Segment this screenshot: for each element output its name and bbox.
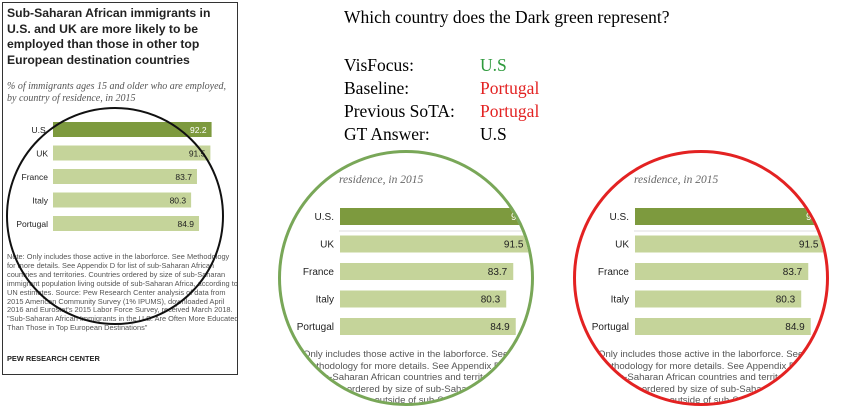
category-label: Italy — [611, 295, 629, 306]
value-label: 92. — [511, 212, 525, 223]
category-label: France — [303, 267, 335, 278]
answer-value: Portugal — [480, 78, 540, 98]
zoom-circle-baseline: residence, in 2015 U.S. 92. UK 91.5 France 83.… — [573, 150, 829, 406]
answer-label: VisFocus: — [344, 55, 414, 75]
value-label: 91.5 — [504, 240, 524, 251]
value-label: 80.3 — [170, 195, 187, 205]
category-label: Portugal — [592, 322, 629, 333]
answer-value: Portugal — [480, 101, 540, 121]
value-label: 91.5 — [189, 148, 206, 158]
answer-label: GT Answer: — [344, 124, 430, 144]
category-label: Italy — [32, 195, 48, 205]
category-label: Portugal — [16, 219, 48, 229]
category-label: UK — [320, 240, 334, 251]
zoom-circle-visfocus: residence, in 2015 U.S. 92. UK 91.5 France 83.… — [278, 150, 534, 406]
zoom-note-fragment: Only includes those active in the laborf… — [598, 349, 824, 403]
original-chart-panel: Sub-Saharan African immigrants in U.S. a… — [2, 2, 238, 375]
value-label: 84.9 — [177, 219, 194, 229]
category-label: UK — [615, 240, 629, 251]
bar-portugal — [53, 216, 200, 231]
bar-france — [635, 263, 809, 280]
bar-us — [340, 208, 531, 225]
value-label: 92. — [806, 212, 820, 223]
bar-us — [635, 208, 826, 225]
category-label: Italy — [316, 295, 334, 306]
zoom-note-fragment: Only includes those active in the laborf… — [303, 349, 529, 403]
answer-row-previous-sota: Previous SoTA: Portugal — [344, 101, 539, 122]
answer-label: Baseline: — [344, 78, 410, 98]
bar-portugal — [340, 318, 516, 335]
chart-title: Sub-Saharan African immigrants in U.S. a… — [7, 6, 211, 67]
answer-row-baseline: Baseline: Portugal — [344, 78, 539, 99]
answer-value: U.S — [480, 55, 507, 75]
category-label: U.S. — [610, 212, 629, 223]
category-label: France — [22, 172, 49, 182]
bar-uk — [53, 145, 211, 161]
value-label: 84.9 — [490, 322, 510, 333]
chart-subtitle: % of immigrants ages 15 and older who ar… — [7, 81, 227, 104]
original-bar-chart: U.S. 92.2 UK 91.5 France 83.7 Italy 80.3 Portuga… — [16, 122, 212, 231]
bar-italy — [340, 290, 507, 308]
answer-row-gt: GT Answer: U.S — [344, 124, 507, 145]
value-label: 80.3 — [776, 295, 796, 306]
bar-italy — [53, 192, 192, 208]
bar-italy — [635, 290, 802, 308]
bar-france — [53, 169, 197, 184]
value-label: 83.7 — [488, 267, 508, 278]
zoom-subtitle-fragment: residence, in 2015 — [339, 174, 423, 186]
answer-label: Previous SoTA: — [344, 101, 455, 121]
bar-france — [340, 263, 514, 280]
bar-uk — [635, 235, 825, 253]
value-label: 84.9 — [785, 322, 805, 333]
category-label: Portugal — [297, 322, 334, 333]
value-label: 91.5 — [799, 240, 819, 251]
zoomed-bar-chart: residence, in 2015 U.S. 92. UK 91.5 France 83.… — [297, 174, 531, 403]
bar-uk — [340, 235, 530, 253]
chart-source: PEW RESEARCH CENTER — [7, 354, 100, 363]
value-label: 80.3 — [481, 295, 501, 306]
bar-us — [53, 122, 212, 137]
category-label: France — [598, 267, 630, 278]
question-text: Which country does the Dark green repres… — [344, 7, 670, 27]
category-label: UK — [36, 148, 48, 158]
category-label: U.S. — [315, 212, 334, 223]
value-label: 92.2 — [190, 125, 207, 135]
zoomed-bar-chart: residence, in 2015 U.S. 92. UK 91.5 France 83.… — [592, 174, 826, 403]
value-label: 83.7 — [783, 267, 803, 278]
chart-note: Note: Only includes those active in the … — [7, 252, 238, 333]
answer-row-visfocus: VisFocus: U.S — [344, 55, 507, 76]
answer-value: U.S — [480, 124, 507, 144]
zoom-subtitle-fragment: residence, in 2015 — [634, 174, 718, 186]
value-label: 83.7 — [175, 172, 192, 182]
bar-portugal — [635, 318, 811, 335]
category-label: U.S. — [31, 125, 48, 135]
